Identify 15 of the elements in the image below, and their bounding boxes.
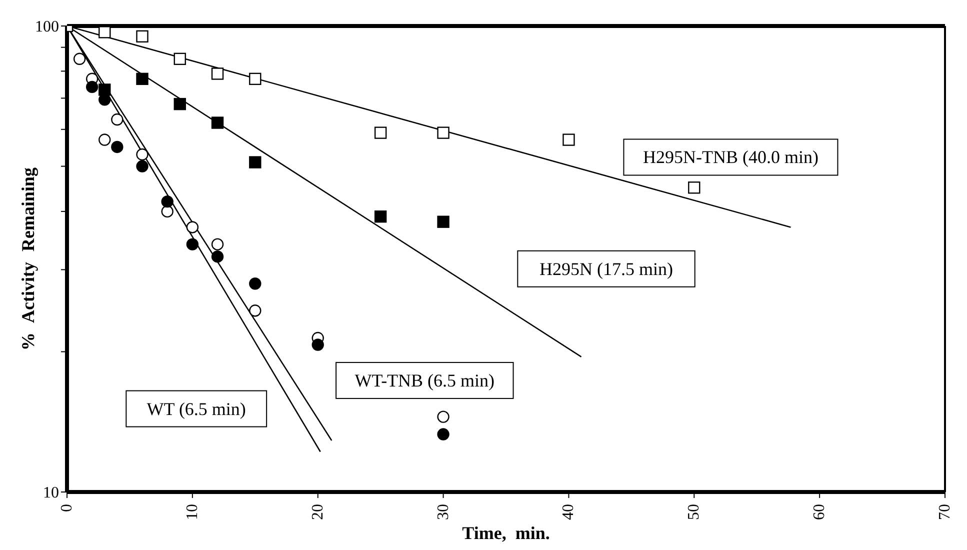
x-tick-label: 10	[184, 504, 201, 520]
x-tick-label: 20	[309, 504, 326, 520]
x-tick-label: 30	[434, 504, 452, 520]
x-tick-label: 70	[936, 504, 954, 520]
series-label: H295N-TNB (40.0 min)	[642, 147, 818, 168]
x-tick-label: 50	[686, 504, 703, 520]
x-axis-title: Time, min.	[462, 523, 550, 543]
x-tick-label: 60	[811, 504, 828, 520]
y-tick-label: 100	[35, 18, 59, 36]
text: WT (6.5 min)	[146, 398, 246, 419]
text: WT-TNB (6.5 min)	[354, 370, 495, 390]
y-axis-title: % Activity Remaining	[18, 168, 38, 350]
x-tick-label: 0	[58, 504, 76, 512]
x-tick-label: 40	[560, 504, 578, 520]
text: H295N (17.5 min)	[540, 258, 674, 279]
